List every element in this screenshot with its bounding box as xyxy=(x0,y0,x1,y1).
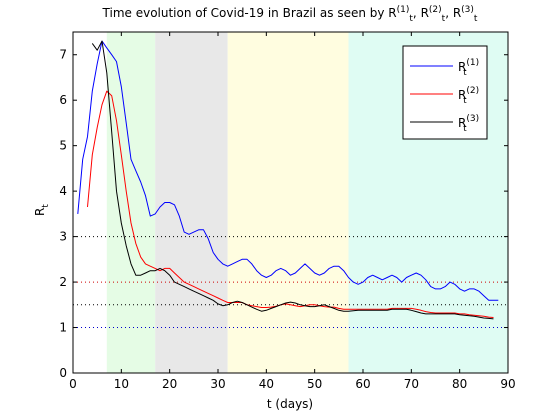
chart-title: Time evolution of Covid-19 in Brazil as … xyxy=(102,5,478,24)
plot-frame xyxy=(72,31,509,374)
y-tick-label: 0 xyxy=(59,366,67,380)
y-tick-label: 7 xyxy=(59,48,67,62)
legend-entry-3: R(3) t xyxy=(410,114,479,134)
y-tick-label: 2 xyxy=(59,275,67,289)
series-line-2 xyxy=(87,90,494,318)
legend-entry-1: R(1) t xyxy=(410,58,479,78)
x-tick-label: 20 xyxy=(162,377,177,391)
x-axis-label: t (days) xyxy=(267,397,313,411)
y-axis-label-sub: t xyxy=(41,204,51,208)
y-tick-label: 1 xyxy=(59,321,67,335)
title-r2-sub: t xyxy=(442,14,446,24)
legend: R(1) t R(2) t R(3) t xyxy=(402,45,488,140)
legend-box xyxy=(402,45,488,140)
axis-ticks: 0 10 20 30 40 50 60 70 80 90 0 1 2 3 4 5 6 7 xyxy=(59,32,516,391)
reference-lines xyxy=(73,236,508,329)
title-r1-sup: (1) xyxy=(397,5,410,15)
y-tick-label: 5 xyxy=(59,139,67,153)
title-r2-base: R xyxy=(421,6,429,20)
title-r2-sup: (2) xyxy=(429,5,442,15)
phase-band-1 xyxy=(106,32,156,373)
y-axis-label: Rt xyxy=(33,204,51,216)
x-tick-label: 50 xyxy=(307,377,322,391)
legend-label-1: R(1) t xyxy=(458,58,479,78)
legend-label-3: R(3) t xyxy=(458,114,479,134)
x-tick-label: 60 xyxy=(355,377,370,391)
title-sep-2: , xyxy=(445,6,453,20)
y-tick-label: 4 xyxy=(59,184,67,198)
y-tick-label: 3 xyxy=(59,230,67,244)
x-tick-label: 80 xyxy=(452,377,467,391)
phase-band-3 xyxy=(227,32,349,373)
legend-label-2: R(2) t xyxy=(458,86,479,106)
title-sep-1: , xyxy=(413,6,421,20)
title-r1-base: R xyxy=(388,6,396,20)
legend-entry-2: R(2) t xyxy=(410,86,479,106)
x-tick-label: 0 xyxy=(69,377,77,391)
x-tick-label: 40 xyxy=(259,377,274,391)
title-r1-sub: t xyxy=(409,14,413,24)
title-prefix: Time evolution of Covid-19 in Brazil as … xyxy=(102,6,389,20)
series-lines xyxy=(77,40,499,320)
series-line-3 xyxy=(91,40,494,320)
title-r3-sub: t xyxy=(474,14,478,24)
x-tick-label: 10 xyxy=(114,377,129,391)
svg-text:Rt: Rt xyxy=(33,204,51,216)
title-r3-base: R xyxy=(453,6,461,20)
x-tick-label: 90 xyxy=(500,377,515,391)
title-r3-sup: (3) xyxy=(461,5,474,15)
y-axis-label-base: R xyxy=(33,208,47,216)
series-line-1 xyxy=(77,40,499,301)
x-tick-label: 70 xyxy=(404,377,419,391)
y-tick-label: 6 xyxy=(59,93,67,107)
x-tick-label: 30 xyxy=(210,377,225,391)
